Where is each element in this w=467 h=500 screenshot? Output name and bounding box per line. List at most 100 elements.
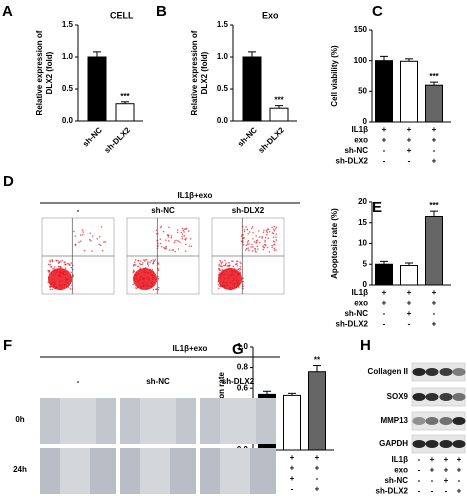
condition-sign: - — [431, 476, 434, 485]
event-dot — [251, 250, 254, 252]
event-dot — [256, 241, 258, 244]
event-dot — [137, 259, 139, 262]
condition-sign: - — [418, 466, 421, 475]
event-dot — [171, 249, 174, 251]
scratch — [60, 448, 90, 494]
event-dot — [142, 259, 145, 261]
event-dot — [263, 244, 266, 246]
event-dot — [71, 288, 74, 290]
event-dot — [217, 283, 220, 286]
event-dot — [241, 283, 244, 286]
bar — [375, 60, 393, 123]
event-dot — [165, 247, 168, 249]
event-dot — [91, 235, 94, 237]
significance-label: ** — [314, 356, 321, 365]
event-dot — [74, 243, 77, 246]
condition-sign: - — [383, 309, 386, 318]
event-dot — [267, 228, 270, 231]
event-dot — [157, 269, 160, 271]
blot-band — [452, 417, 466, 425]
condition-sign: + — [407, 299, 412, 308]
y-tick-label: 15 — [358, 218, 367, 227]
condition-sign: + — [457, 487, 462, 496]
condition-label: IL1β — [352, 288, 369, 297]
condition-sign: + — [457, 466, 462, 475]
condition-sign: - — [316, 474, 319, 483]
event-dot — [262, 231, 265, 234]
event-dot — [167, 236, 170, 238]
event-dot — [241, 225, 244, 228]
event-dot — [157, 267, 159, 270]
event-dot — [51, 259, 54, 261]
bar — [400, 60, 418, 123]
blot-band — [425, 368, 439, 376]
event-dot — [177, 240, 180, 243]
event-dot — [252, 231, 254, 234]
event-dot — [173, 241, 176, 244]
column-label: - — [77, 377, 80, 386]
event-dot — [188, 245, 191, 247]
event-dot — [254, 248, 256, 250]
event-dot — [236, 265, 239, 267]
event-dot — [235, 260, 238, 263]
event-dot — [264, 239, 266, 242]
y-tick-label: 100 — [354, 56, 368, 65]
event-dot — [159, 242, 162, 245]
event-dot — [150, 259, 153, 262]
event-dot — [141, 263, 143, 266]
event-dot — [146, 262, 149, 264]
y-tick-label: 0.0 — [62, 116, 74, 125]
event-dot — [275, 236, 277, 238]
blot-band — [452, 393, 466, 401]
condition-label: exo — [354, 136, 368, 145]
event-dot — [155, 288, 158, 291]
event-dot — [253, 241, 256, 243]
event-dot — [228, 261, 230, 264]
panel-letter: G — [232, 341, 244, 358]
event-dot — [183, 228, 186, 231]
blot-band — [452, 368, 466, 376]
condition-sign: - — [445, 487, 448, 496]
protein-label: Collagen II — [368, 367, 408, 376]
event-dot — [271, 246, 273, 249]
blot-band — [439, 440, 453, 448]
event-dot — [275, 249, 277, 251]
event-dot — [144, 259, 147, 261]
condition-label: exo — [394, 466, 408, 475]
event-dot — [219, 259, 221, 262]
condition-label: sh-NC — [384, 476, 408, 485]
event-dot — [243, 237, 245, 239]
event-dot — [183, 234, 186, 237]
bar — [242, 56, 262, 122]
condition-sign: + — [432, 125, 437, 134]
event-dot — [217, 287, 220, 290]
event-dot — [236, 268, 239, 271]
event-dot — [99, 244, 102, 247]
blot-band — [412, 368, 426, 376]
event-dot — [69, 288, 72, 290]
event-dot — [159, 226, 162, 229]
condition-sign: + — [432, 157, 437, 166]
event-dot — [157, 242, 159, 245]
protein-label: SOX9 — [387, 392, 409, 401]
chart-title: Exo — [262, 10, 279, 20]
condition-sign: + — [407, 309, 412, 318]
scratch — [140, 448, 170, 494]
event-dot — [247, 239, 250, 242]
event-dot — [59, 266, 62, 269]
event-dot — [149, 261, 151, 264]
condition-sign: + — [315, 485, 320, 494]
y-tick-label: 0.0 — [217, 116, 229, 125]
condition-label: sh-DLX2 — [376, 487, 409, 496]
protein-label: MMP13 — [380, 416, 408, 425]
event-dot — [251, 225, 254, 228]
event-dot — [82, 231, 85, 233]
event-dot — [176, 239, 178, 242]
event-dot — [177, 248, 180, 250]
event-dot — [190, 245, 193, 248]
event-dot — [139, 263, 142, 266]
condition-sign: + — [407, 136, 412, 145]
event-dot — [82, 233, 84, 236]
event-dot — [156, 247, 159, 250]
